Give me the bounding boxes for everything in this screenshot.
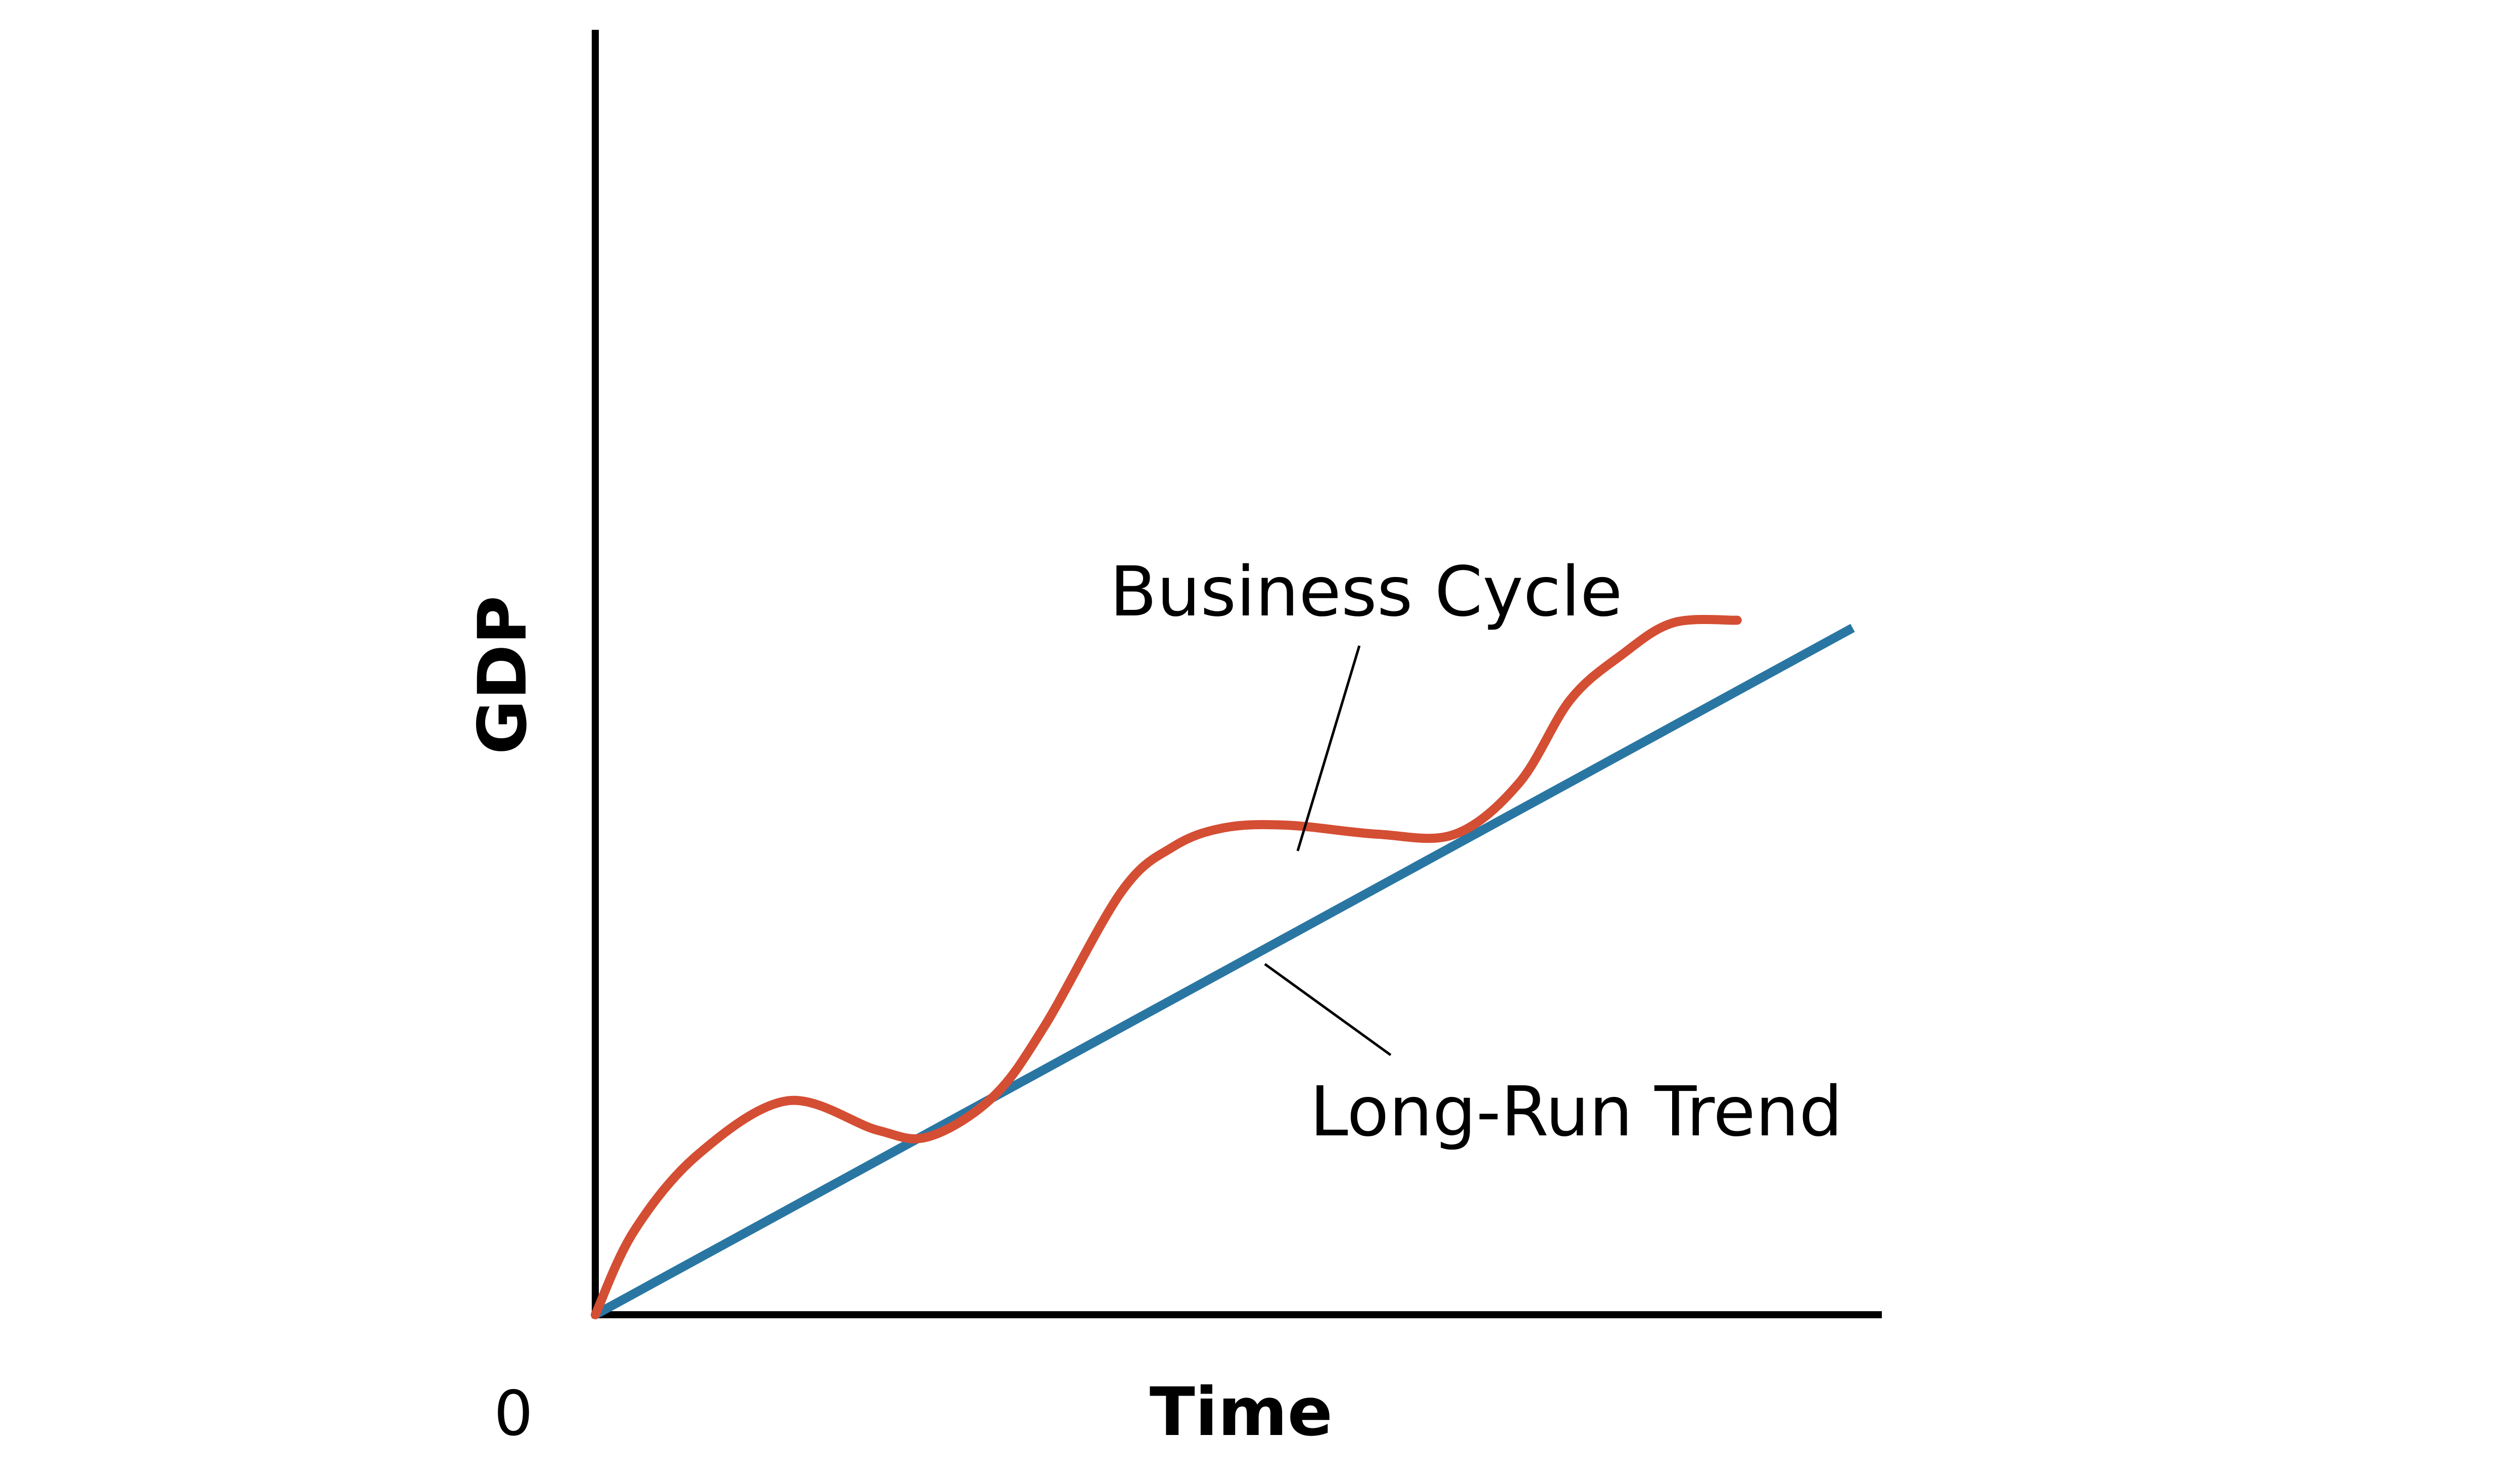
long-run-trend-line xyxy=(593,624,1855,1319)
business-cycle-label: Business Cycle xyxy=(1110,552,1623,632)
y-axis-title: GDP xyxy=(464,596,542,755)
long-run-trend-leader-line xyxy=(1264,963,1392,1057)
business-cycle-line xyxy=(591,615,1742,1319)
business-cycle-leader-line xyxy=(1296,645,1361,851)
long-run-trend-label: Long-Run Trend xyxy=(1310,1072,1842,1152)
series-layer xyxy=(591,615,1855,1319)
origin-label: 0 xyxy=(494,1378,533,1450)
x-axis-title: Time xyxy=(1150,1373,1333,1451)
